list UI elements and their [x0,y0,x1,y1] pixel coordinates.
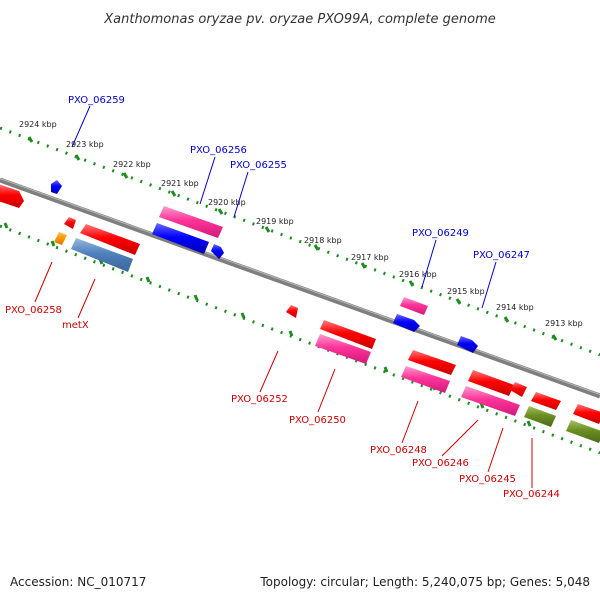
major-tick [264,226,271,233]
major-tick [551,334,558,341]
major-tick [313,244,320,251]
gene-red-arrow [531,392,561,410]
gene-label-pxo-06258: PXO_06258 [5,305,62,316]
major-tick [27,136,34,143]
gene-red-arrow [80,224,140,255]
kbp-label: 2918 kbp [304,236,342,245]
leader-line [441,419,479,457]
genome-summary-text: Topology: circular; Length: 5,240,075 bp… [259,575,590,589]
gene-label-pxo-06248: PXO_06248 [370,445,427,456]
gene-label-pxo-06259: PXO_06259 [68,95,125,106]
gene-red-arrow [468,370,514,396]
major-tick [240,312,246,319]
kbp-label: 2913 kbp [545,319,583,328]
gene-pxo-06258 [54,232,67,245]
leader-line [317,368,336,413]
gene-arrow [51,180,62,194]
kbp-label: 2922 kbp [113,160,151,169]
gene-pxo-06246 [461,386,520,416]
kbp-label: 2921 kbp [161,179,199,188]
major-tick [526,420,532,427]
gene-label-pxo-06249: PXO_06249 [412,228,469,239]
gene-label-pxo-06244: PXO_06244 [503,489,560,500]
gene-pxo-06252 [286,305,298,318]
gene-pxo-06256 [159,206,223,238]
gene-label-metx: metX [62,320,89,331]
gene-label-pxo-06255: PXO_06255 [230,160,287,171]
gene-red-arrow [320,320,376,349]
major-tick [145,276,151,283]
gene-label-pxo-06256: PXO_06256 [190,145,247,156]
kbp-label: 2924 kbp [19,120,57,129]
genes-minus-strand [54,217,600,443]
accession-text: Accession: NC_010717 [10,575,146,589]
gene-pxo-06244 [566,420,600,443]
gene-pxo-06245 [524,406,556,427]
gene-red-arrow [408,350,456,375]
major-tick [50,240,56,247]
genome-backbone-highlight [0,178,600,395]
major-tick [503,316,510,323]
leader-line [34,261,53,303]
gene-label-pxo-06247: PXO_06247 [473,250,530,261]
kbp-label: 2914 kbp [496,303,534,312]
gene-blue-arrow [152,223,209,254]
gene-arrow-left [0,184,24,208]
kbp-label: 2919 kbp [256,217,294,226]
gene-metx [71,238,133,272]
leader-lines-minus [34,261,533,488]
major-tick [3,222,9,229]
leader-line [71,105,91,148]
gene-pxo-06247 [457,336,478,353]
gene-label-pxo-06245: PXO_06245 [459,474,516,485]
gene-blue-arrow [393,314,420,332]
leader-line [487,427,504,473]
leader-line [401,400,419,444]
kbp-label: 2920 kbp [208,198,246,207]
lower-tick-track [0,224,600,455]
gene-label-pxo-06250: PXO_06250 [289,415,346,426]
major-tick [455,298,462,305]
gene-label-pxo-06246: PXO_06246 [412,458,469,469]
major-tick [408,280,415,287]
genome-backbone [0,177,600,399]
gene-pxo-06250 [315,334,371,364]
gene-pxo-06249 [400,297,428,315]
map-title: Xanthomonas oryzae pv. oryzae PXO99A, co… [103,12,496,27]
upper-tick-track [0,126,600,357]
major-tick [170,190,177,197]
leader-line [481,261,497,309]
gene-arrow-small [510,382,527,397]
major-tick [383,366,389,373]
leader-lines-plus [71,105,497,309]
kbp-label: 2916 kbp [399,270,437,279]
gene-arrow-small [64,217,76,229]
leader-line [259,350,279,393]
kbp-label: 2923 kbp [66,140,104,149]
major-tick [193,294,199,301]
major-tick [360,262,367,269]
kbp-label: 2917 kbp [351,253,389,262]
genes-plus-strand [0,180,478,353]
leader-line [199,156,216,205]
gene-pxo-06248 [401,366,450,393]
major-tick [74,154,81,161]
leader-line [233,171,249,218]
kbp-label: 2915 kbp [447,287,485,296]
major-tick [122,172,129,179]
gene-red-arrow [573,404,600,424]
leader-line [421,239,437,288]
leader-line [77,278,96,319]
major-tick [288,330,294,337]
gene-pxo-06255 [211,244,224,259]
major-tick [217,208,224,215]
gene-label-pxo-06252: PXO_06252 [231,394,288,405]
